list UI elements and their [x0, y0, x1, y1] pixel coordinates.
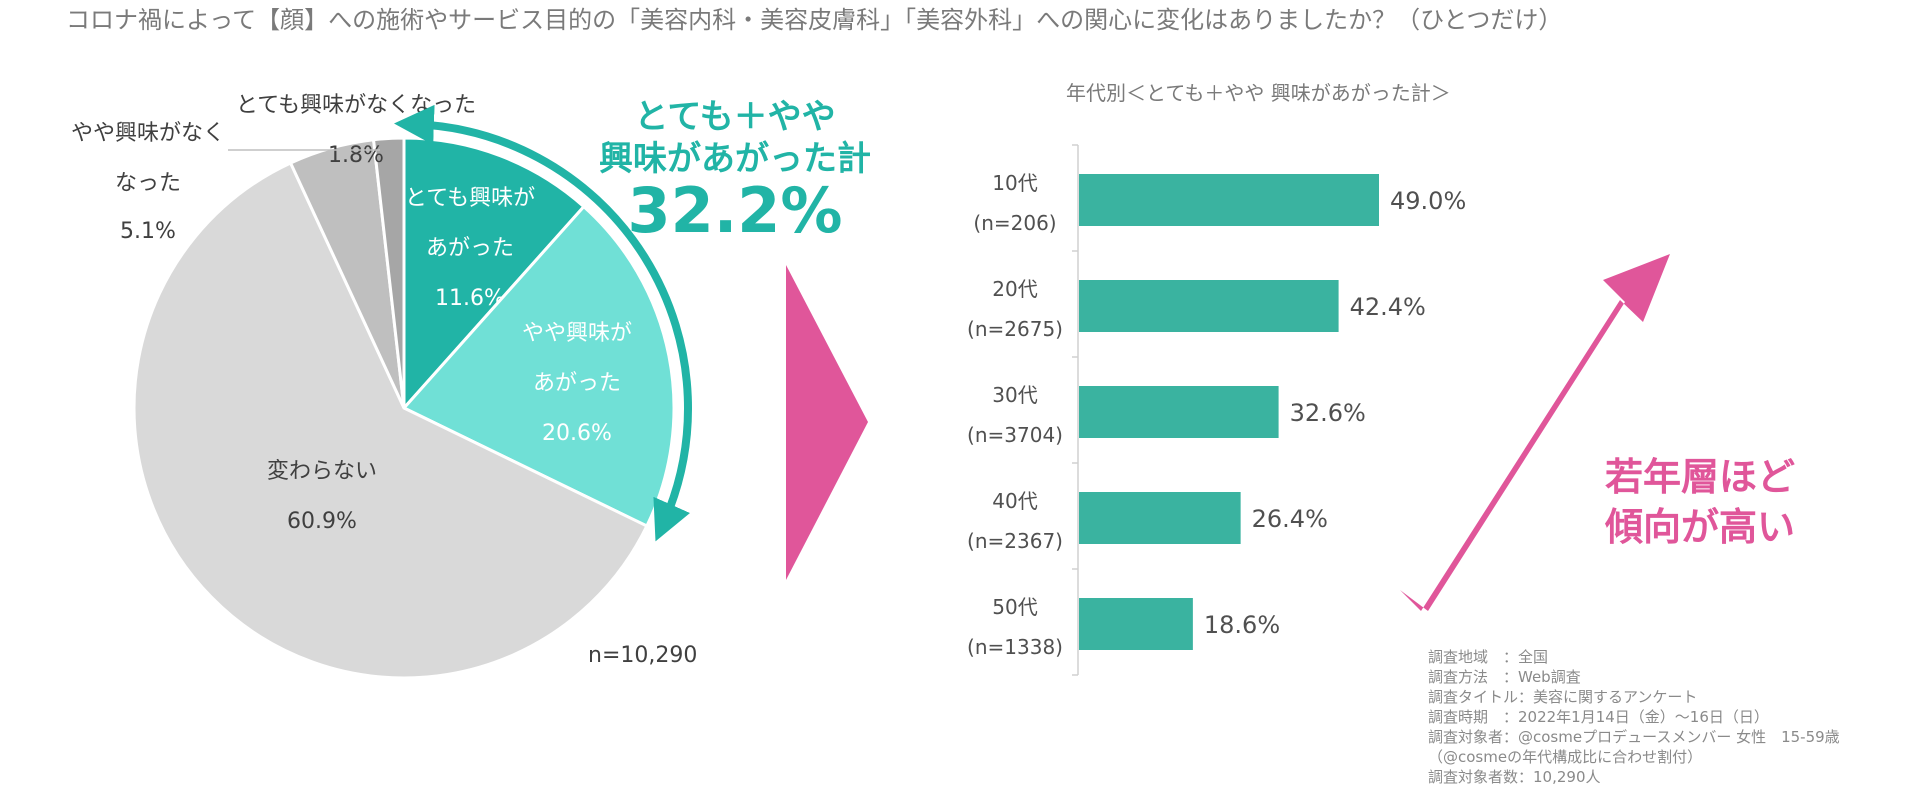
category-label: 30代 — [992, 383, 1037, 407]
pie-sample-size: n=10,290 — [588, 643, 697, 668]
callout-line-2: 興味があがった計 — [599, 139, 871, 179]
pie-slice-label: なった — [115, 171, 181, 196]
category-n-label: (n=1338) — [967, 635, 1063, 659]
bar-chart: 10代 (n=206) 49.0% 20代 (n=2675) 42.4% 30代 (n=370… — [967, 144, 1466, 676]
pie-slice-value: 5.1% — [120, 219, 176, 244]
category-n-label: (n=206) — [973, 211, 1056, 235]
survey-note-line: （@cosmeの年代構成比に合わせ割付） — [1428, 748, 1702, 766]
bar — [1079, 492, 1241, 544]
survey-note-line: 調査方法 ：Web調査 — [1428, 668, 1581, 686]
trend-annotation-line-2: 傾向が高い — [1604, 505, 1795, 549]
survey-note-line: 調査時期 ：2022年1月14日（金）～16日（日） — [1428, 708, 1769, 726]
bar-chart-title: 年代別＜とても＋やや 興味があがった計＞ — [1066, 81, 1451, 105]
callout-line-1: とても＋やや — [634, 97, 835, 137]
bar-value-label: 49.0% — [1390, 187, 1466, 215]
category-n-label: (n=2367) — [967, 529, 1063, 553]
page-title: コロナ禍によって【顔】への施術やサービス目的の「美容内科・美容皮膚科」「美容外科… — [66, 6, 1562, 34]
bar — [1079, 280, 1339, 332]
category-label: 40代 — [992, 489, 1037, 513]
bar — [1079, 386, 1279, 438]
bar-value-label: 42.4% — [1350, 293, 1426, 321]
category-label: 50代 — [992, 595, 1037, 619]
trend-annotation-line-1: 若年層ほど — [1605, 455, 1795, 499]
upward-trend-arrow — [1400, 254, 1670, 611]
pie-slice-value: 20.6% — [542, 421, 612, 446]
pie-slice-label: やや興味がなく — [71, 121, 225, 146]
bar-value-label: 18.6% — [1204, 611, 1280, 639]
bar-value-label: 26.4% — [1252, 505, 1328, 533]
pink-chevron-divider — [786, 265, 868, 580]
bar — [1079, 598, 1193, 650]
category-label: 10代 — [992, 171, 1037, 195]
pie-slice — [132, 160, 649, 680]
pie-chart: とても興味があがった11.6%やや興味があがった20.6%変わらない60.9%や… — [71, 93, 676, 680]
survey-note-line: 調査地域 ：全国 — [1428, 648, 1548, 666]
category-n-label: (n=2675) — [967, 317, 1063, 341]
survey-note-line: 調査対象者：@cosmeプロデュースメンバー 女性 15-59歳 — [1428, 728, 1840, 746]
callout-bracket-arrow — [393, 104, 692, 542]
bar — [1079, 174, 1379, 226]
pie-slice-value: 1.8% — [328, 143, 384, 168]
callout-total-value: 32.2% — [627, 174, 842, 247]
pie-slice-label: あがった — [426, 236, 514, 261]
pie-slice-label: やや興味が — [522, 321, 632, 346]
pie-slice-value: 60.9% — [287, 509, 357, 534]
category-n-label: (n=3704) — [967, 423, 1063, 447]
pie-slice-label: とても興味が — [405, 186, 535, 211]
category-label: 20代 — [992, 277, 1037, 301]
survey-note-line: 調査タイトル：美容に関するアンケート — [1428, 688, 1697, 706]
pie-slice-label: とても興味がなくなった — [236, 93, 476, 118]
pie-slice-label: あがった — [533, 371, 621, 396]
bar-value-label: 32.6% — [1290, 399, 1366, 427]
survey-note-line: 調査対象者数：10,290人 — [1428, 768, 1601, 786]
pie-slice-label: 変わらない — [267, 459, 377, 484]
